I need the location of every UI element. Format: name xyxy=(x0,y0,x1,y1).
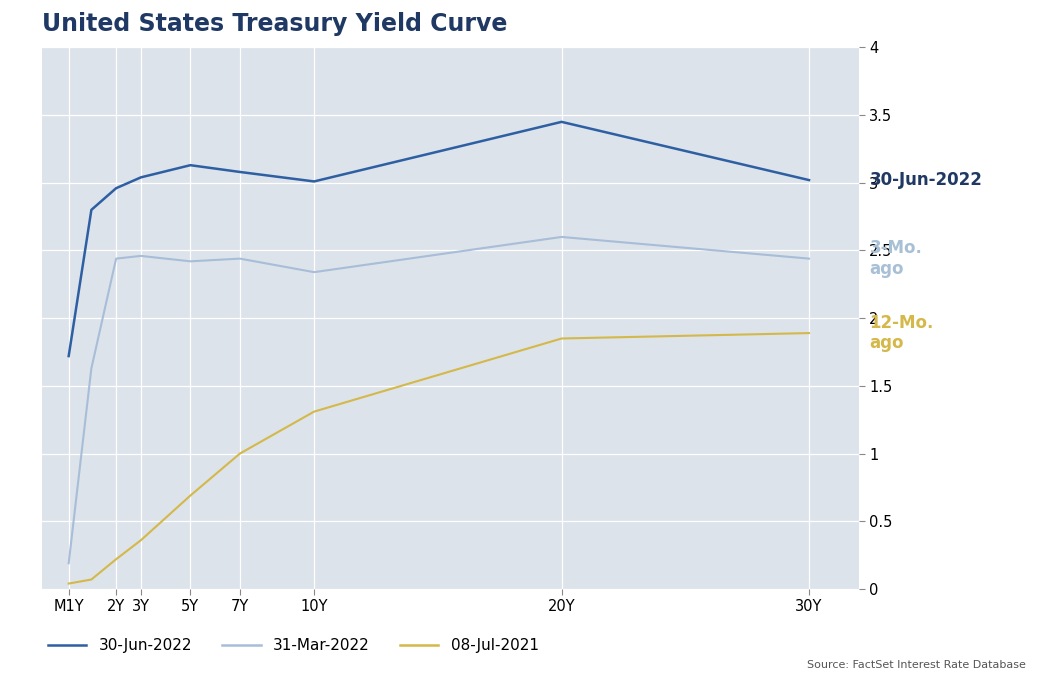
31-Mar-2022 xyxy=(63,559,75,567)
08-Jul-2021 xyxy=(555,334,567,343)
Text: United States Treasury Yield Curve: United States Treasury Yield Curve xyxy=(42,12,507,36)
Text: 12-Mo.
ago: 12-Mo. ago xyxy=(870,313,934,353)
31-Mar-2022 xyxy=(110,255,122,263)
08-Jul-2021 xyxy=(110,555,122,563)
08-Jul-2021 xyxy=(63,580,75,588)
30-Jun-2022 xyxy=(233,168,246,176)
Line: 08-Jul-2021: 08-Jul-2021 xyxy=(69,333,809,584)
30-Jun-2022 xyxy=(803,176,816,184)
08-Jul-2021 xyxy=(184,492,197,500)
31-Mar-2022 xyxy=(85,364,97,372)
08-Jul-2021 xyxy=(308,408,320,416)
31-Mar-2022 xyxy=(184,257,197,265)
31-Mar-2022 xyxy=(308,268,320,276)
30-Jun-2022 xyxy=(135,173,148,181)
08-Jul-2021 xyxy=(135,536,148,544)
31-Mar-2022 xyxy=(233,255,246,263)
Text: 3-Mo.
ago: 3-Mo. ago xyxy=(870,239,922,278)
Line: 30-Jun-2022: 30-Jun-2022 xyxy=(69,122,809,356)
30-Jun-2022 xyxy=(110,184,122,192)
Text: Source: FactSet Interest Rate Database: Source: FactSet Interest Rate Database xyxy=(807,660,1026,670)
Line: 31-Mar-2022: 31-Mar-2022 xyxy=(69,237,809,563)
Legend: 30-Jun-2022, 31-Mar-2022, 08-Jul-2021: 30-Jun-2022, 31-Mar-2022, 08-Jul-2021 xyxy=(42,632,544,659)
31-Mar-2022 xyxy=(135,252,148,260)
30-Jun-2022 xyxy=(63,352,75,360)
30-Jun-2022 xyxy=(308,177,320,185)
31-Mar-2022 xyxy=(555,233,567,241)
08-Jul-2021 xyxy=(233,450,246,458)
31-Mar-2022 xyxy=(803,255,816,263)
Text: 30-Jun-2022: 30-Jun-2022 xyxy=(870,171,982,189)
08-Jul-2021 xyxy=(803,329,816,337)
30-Jun-2022 xyxy=(555,118,567,126)
30-Jun-2022 xyxy=(184,161,197,169)
08-Jul-2021 xyxy=(85,575,97,584)
30-Jun-2022 xyxy=(85,206,97,214)
